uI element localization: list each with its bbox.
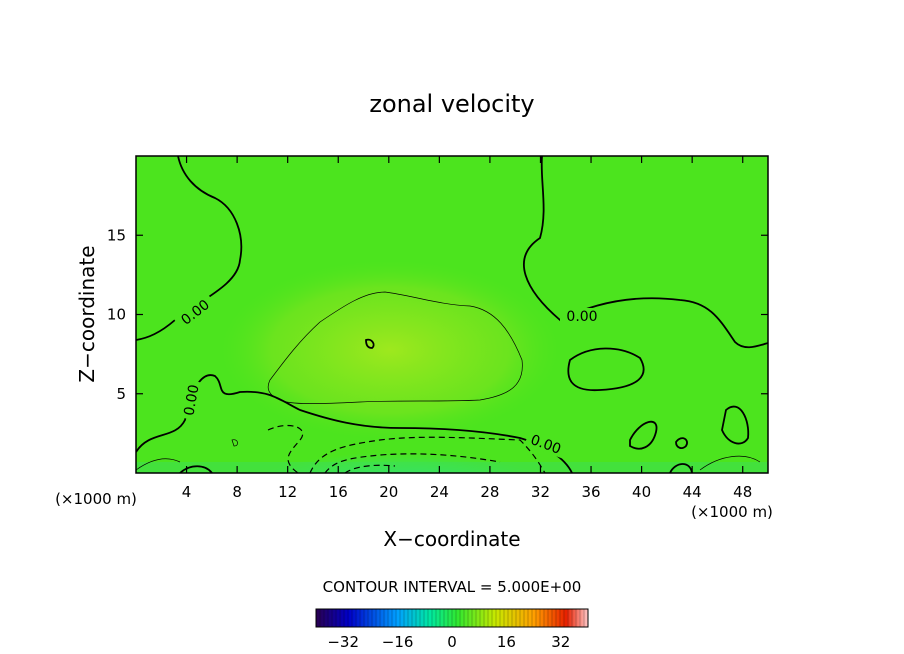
x-tick-label: 36 [581, 483, 600, 501]
x-tick-label: 8 [232, 483, 242, 501]
y-tick-label: 10 [107, 306, 126, 324]
colorbar-tick-label: 0 [447, 633, 457, 651]
x-tick-label: 16 [329, 483, 348, 501]
x-tick-label: 20 [379, 483, 398, 501]
contour-label: 0.00 [181, 383, 202, 416]
x-axis-label: X−coordinate [383, 527, 520, 551]
x-tick-label: 28 [480, 483, 499, 501]
x-tick-labels: 4 8 12 16 20 24 28 32 36 40 44 48 [182, 483, 752, 501]
y-axis-label: Z−coordinate [75, 245, 99, 382]
x-tick-label: 12 [278, 483, 297, 501]
y-tick-label: 5 [116, 385, 126, 403]
colorbar [315, 608, 589, 628]
x-unit-left: (×1000 m) [55, 490, 137, 508]
x-tick-label: 40 [632, 483, 651, 501]
x-tick-label: 44 [683, 483, 702, 501]
contour-field: 0.00 0.00 0.00 0.00 [136, 156, 768, 473]
x-tick-label: 48 [733, 483, 752, 501]
colorbar-tick-label: −16 [382, 633, 414, 651]
positive-contours [136, 291, 761, 471]
y-tick-label: 15 [107, 226, 126, 244]
colorbar-tick-label: −32 [327, 633, 359, 651]
y-tick-labels: 5 10 15 [107, 226, 126, 403]
chart-title: zonal velocity [369, 90, 534, 118]
colorbar-tick-labels: −32 −16 0 16 32 [327, 633, 570, 651]
colorbar-tick-label: 32 [551, 633, 570, 651]
x-unit-right: (×1000 m) [691, 503, 773, 521]
x-tick-label: 24 [430, 483, 449, 501]
negative-contours [267, 425, 546, 473]
contour-interval: CONTOUR INTERVAL = 5.000E+00 [323, 578, 582, 596]
tick-marks [136, 156, 768, 473]
colorbar-stripes [319, 609, 585, 627]
colorbar-tick-label: 16 [497, 633, 516, 651]
contour-label: 0.00 [566, 309, 597, 325]
x-tick-label: 4 [182, 483, 192, 501]
x-tick-label: 32 [531, 483, 550, 501]
